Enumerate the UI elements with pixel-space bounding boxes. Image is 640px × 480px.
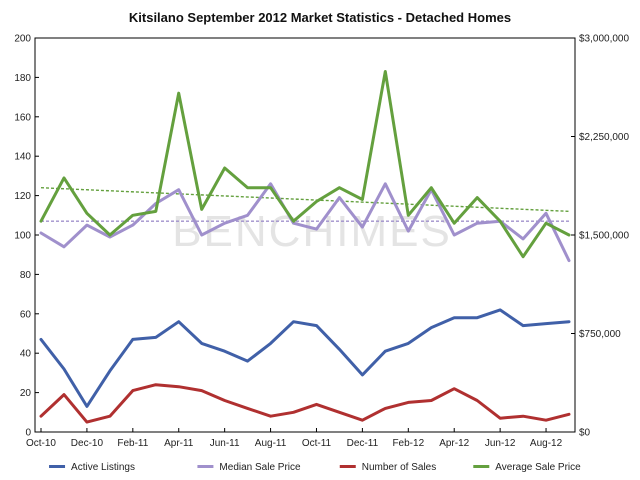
right-tick-label: $0 xyxy=(579,428,591,439)
left-tick-label: 40 xyxy=(20,349,32,360)
x-tick-label: Feb-12 xyxy=(392,438,424,449)
x-tick-label: Apr-11 xyxy=(164,438,194,449)
x-tick-label: Oct-10 xyxy=(26,438,56,449)
left-tick-label: 140 xyxy=(14,152,31,163)
right-tick-label: $1,500,000 xyxy=(579,231,629,242)
legend-label: Active Listings xyxy=(71,462,135,473)
x-tick-label: Feb-11 xyxy=(117,438,148,449)
legend-label: Number of Sales xyxy=(362,462,436,473)
chart-title: Kitsilano September 2012 Market Statisti… xyxy=(129,10,511,25)
right-tick-label: $750,000 xyxy=(579,329,621,340)
x-tick-label: Oct-11 xyxy=(302,438,332,449)
left-tick-label: 0 xyxy=(25,428,31,439)
right-tick-label: $3,000,000 xyxy=(579,34,629,45)
left-tick-label: 160 xyxy=(14,112,31,123)
left-tick-label: 20 xyxy=(20,388,32,399)
right-axis-ticks: $0 $750,000 $1,500,000 $2,250,000 $3,000,000 xyxy=(571,34,629,439)
x-tick-label: Jun-11 xyxy=(210,438,240,449)
series-line xyxy=(39,182,571,263)
series-line xyxy=(39,308,571,408)
x-tick-label: Jun-12 xyxy=(485,438,516,449)
left-tick-label: 120 xyxy=(14,191,31,202)
trend-line xyxy=(40,187,570,213)
series-line xyxy=(39,70,571,259)
left-tick-label: 100 xyxy=(14,231,31,242)
right-tick-label: $2,250,000 xyxy=(579,132,629,143)
series-line xyxy=(39,383,571,424)
trend-lines xyxy=(40,187,570,222)
left-axis-ticks: 0 20 40 60 80 100 120 140 160 180 200 xyxy=(14,34,39,439)
x-tick-label: Apr-12 xyxy=(439,438,469,449)
left-tick-label: 80 xyxy=(20,270,32,281)
left-tick-label: 180 xyxy=(14,73,31,84)
x-tick-label: Aug-12 xyxy=(530,438,563,449)
left-tick-label: 200 xyxy=(14,34,31,45)
legend-label: Median Sale Price xyxy=(219,462,301,473)
x-tick-label: Dec-10 xyxy=(71,438,104,449)
series-lines xyxy=(39,70,571,424)
watermark: BENCHIMES xyxy=(172,207,452,256)
x-tick-label: Dec-11 xyxy=(347,438,379,449)
left-tick-label: 60 xyxy=(20,309,32,320)
x-tick-label: Aug-11 xyxy=(255,438,287,449)
legend: Active Listings Median Sale Price Number o… xyxy=(49,462,581,473)
x-axis-ticks: Oct-10 Dec-10 Feb-11 Apr-11 Jun-11 Aug-11 Oct-… xyxy=(26,428,563,449)
legend-label: Average Sale Price xyxy=(495,462,581,473)
